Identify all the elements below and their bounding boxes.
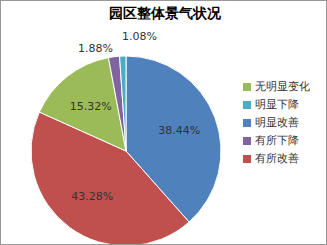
html-text:园区整体景气状况: 园区整体景气状况 bbox=[108, 5, 221, 21]
svg-text:43.28%: 43.28% bbox=[71, 190, 113, 203]
html-text:明显下降: 明显下降 bbox=[255, 97, 299, 111]
html-text:明显改善: 明显改善 bbox=[255, 115, 299, 129]
html-text:有所下降: 有所下降 bbox=[255, 133, 299, 147]
svg-text:38.44%: 38.44% bbox=[158, 124, 200, 137]
svg-text:1.88%: 1.88% bbox=[78, 42, 113, 55]
svg-text:15.32%: 15.32% bbox=[70, 100, 112, 113]
svg-text:1.08%: 1.08% bbox=[122, 30, 157, 43]
html-text:有所改善: 有所改善 bbox=[255, 151, 299, 165]
html-text:无明显变化: 无明显变化 bbox=[255, 79, 310, 93]
